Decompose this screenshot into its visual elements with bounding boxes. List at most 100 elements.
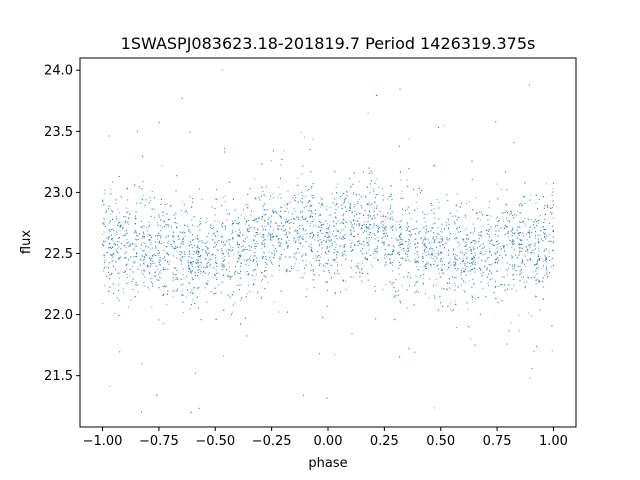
data-point (310, 222, 312, 224)
data-point (104, 241, 106, 243)
data-point (327, 228, 329, 230)
data-point (361, 227, 363, 229)
data-point (384, 254, 386, 256)
data-point (488, 229, 490, 231)
data-point (386, 255, 388, 257)
data-point (430, 256, 432, 258)
data-point (472, 240, 474, 242)
data-point (300, 242, 302, 244)
data-point (381, 220, 383, 222)
data-point (515, 215, 517, 217)
data-point (469, 246, 471, 248)
data-point (447, 282, 449, 284)
data-point (365, 224, 367, 226)
data-point (369, 224, 371, 226)
data-point (468, 201, 470, 203)
data-point (342, 252, 344, 254)
data-point (509, 221, 511, 223)
data-point (329, 246, 331, 248)
data-point (271, 235, 273, 237)
data-point (120, 256, 122, 258)
data-point (104, 254, 106, 256)
data-point (474, 261, 476, 263)
data-point (488, 234, 490, 236)
data-point (497, 250, 499, 252)
data-point (176, 226, 178, 228)
data-point (506, 262, 508, 264)
data-point (368, 216, 370, 218)
data-point (144, 242, 146, 244)
data-point (504, 234, 506, 236)
data-point (249, 249, 251, 251)
data-point (367, 279, 369, 281)
data-point (300, 200, 302, 202)
data-point (199, 220, 201, 222)
data-point (184, 235, 186, 237)
data-point (335, 257, 337, 259)
data-point (226, 213, 228, 215)
data-point (104, 261, 106, 263)
data-point (129, 268, 131, 270)
data-point (326, 223, 328, 225)
data-point (265, 229, 267, 231)
data-point (499, 254, 501, 256)
data-point (459, 206, 461, 208)
data-point (310, 246, 312, 248)
data-point (440, 251, 442, 253)
data-point (454, 289, 456, 291)
data-point (533, 271, 535, 273)
data-point (415, 227, 417, 229)
data-point (416, 194, 418, 196)
data-point (197, 253, 199, 255)
data-point (220, 223, 222, 225)
data-point (551, 258, 553, 260)
data-point (414, 243, 416, 245)
data-point (392, 245, 394, 247)
data-point (180, 259, 182, 261)
data-point (335, 217, 337, 219)
data-point (464, 262, 466, 264)
data-point (329, 240, 331, 242)
data-point (121, 228, 123, 230)
data-point (374, 217, 376, 219)
data-point (328, 227, 330, 229)
data-point (162, 249, 164, 251)
data-point (222, 253, 224, 255)
data-point (545, 257, 547, 259)
data-point (460, 202, 462, 204)
data-point (182, 238, 184, 240)
data-point (389, 218, 391, 220)
data-point (524, 217, 526, 219)
data-point (109, 242, 111, 244)
data-point (382, 288, 384, 290)
data-point (226, 219, 228, 221)
data-point (497, 221, 499, 223)
data-point (453, 248, 455, 250)
data-point (135, 245, 137, 247)
data-point (263, 203, 265, 205)
data-point (280, 217, 282, 219)
data-point (188, 230, 190, 232)
data-point (339, 237, 341, 239)
data-point (373, 223, 375, 225)
data-point (471, 295, 473, 297)
data-point (367, 204, 369, 206)
data-point (516, 257, 518, 259)
data-point (196, 246, 198, 248)
data-point (223, 148, 225, 150)
data-point (496, 240, 498, 242)
data-point (542, 240, 544, 242)
data-point (236, 234, 238, 236)
data-point (512, 240, 514, 242)
data-point (418, 232, 420, 234)
data-point (214, 208, 216, 210)
data-point (353, 193, 355, 195)
data-point (162, 267, 164, 269)
data-point (337, 251, 339, 253)
data-point (155, 270, 157, 272)
data-point (305, 205, 307, 207)
data-point (504, 284, 506, 286)
data-point (108, 229, 110, 231)
data-point (120, 195, 122, 197)
data-point (218, 240, 220, 242)
